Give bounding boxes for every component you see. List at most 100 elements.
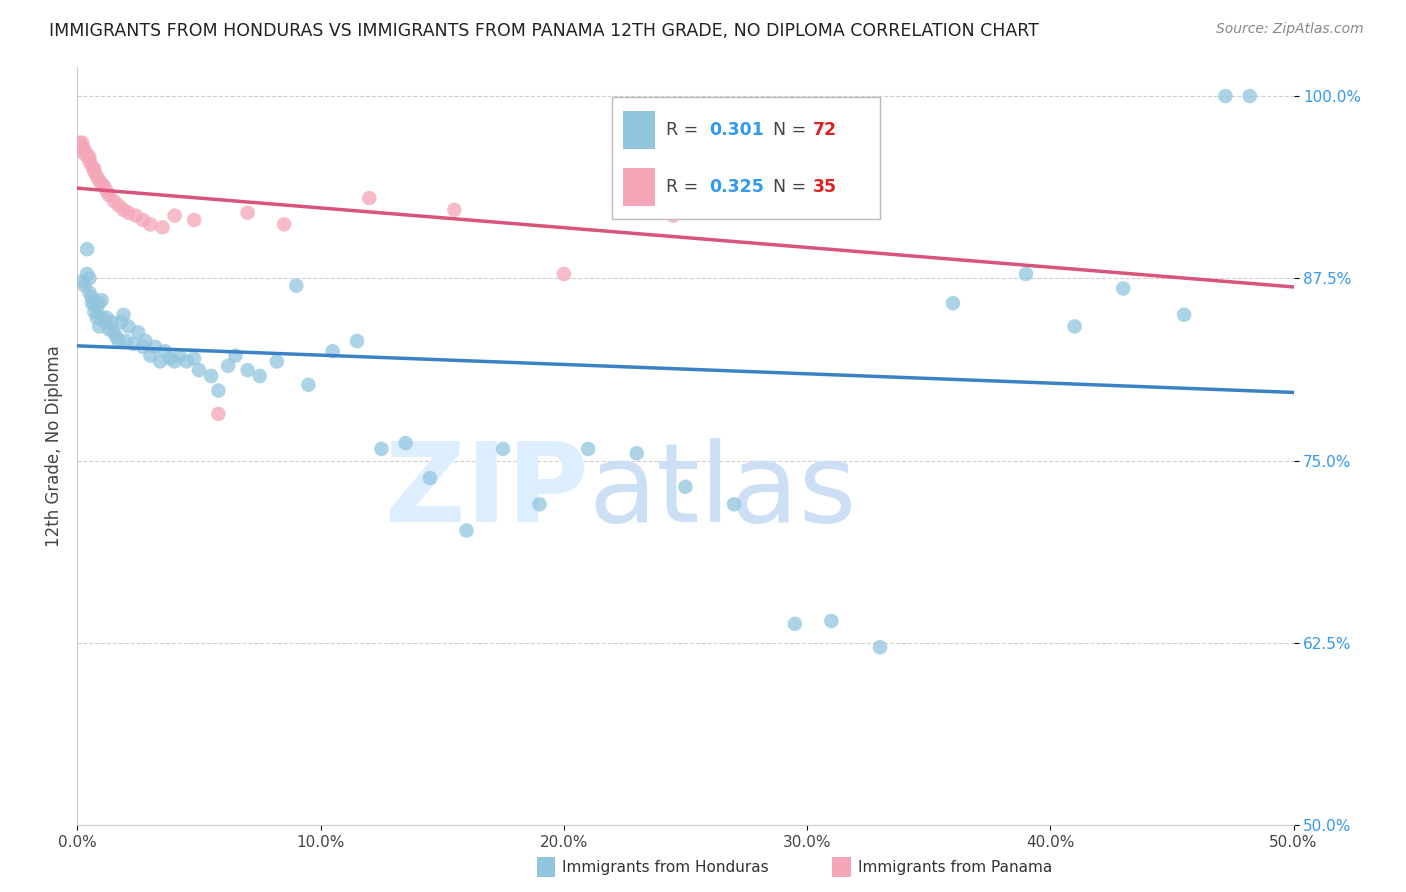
Point	[107, 198, 129, 212]
Point	[122, 337, 145, 351]
Text: IMMIGRANTS FROM HONDURAS VS IMMIGRANTS FROM PANAMA 12TH GRADE, NO DIPLOMA CORREL: IMMIGRANTS FROM HONDURAS VS IMMIGRANTS F…	[49, 22, 1039, 40]
Point	[456, 524, 478, 538]
Point	[83, 296, 105, 310]
Point	[90, 177, 112, 191]
Point	[90, 310, 112, 325]
Text: Immigrants from Panama: Immigrants from Panama	[858, 860, 1052, 874]
Point	[419, 471, 441, 485]
Point	[96, 310, 118, 325]
Point	[103, 194, 125, 208]
Point	[1173, 308, 1195, 322]
Point	[285, 278, 308, 293]
Point	[132, 340, 155, 354]
Point	[1239, 89, 1261, 103]
Point	[266, 354, 288, 368]
Text: Source: ZipAtlas.com: Source: ZipAtlas.com	[1216, 22, 1364, 37]
Point	[125, 209, 148, 223]
Point	[89, 319, 111, 334]
Point	[322, 344, 344, 359]
Point	[76, 242, 98, 256]
Point	[90, 293, 112, 308]
Point	[86, 301, 108, 315]
Point	[132, 213, 155, 227]
FancyBboxPatch shape	[623, 168, 655, 206]
Point	[105, 329, 128, 343]
Point	[443, 202, 465, 217]
Point	[759, 165, 782, 179]
Point	[207, 384, 229, 398]
Text: 72: 72	[813, 121, 837, 139]
FancyBboxPatch shape	[623, 111, 655, 149]
Point	[96, 184, 118, 198]
Text: N =: N =	[773, 121, 811, 139]
Point	[93, 179, 115, 194]
Point	[112, 308, 135, 322]
Point	[249, 369, 271, 384]
Point	[576, 442, 599, 456]
Point	[553, 267, 575, 281]
Point	[117, 205, 139, 219]
Point	[297, 377, 319, 392]
Point	[80, 290, 103, 304]
Point	[207, 407, 229, 421]
Point	[153, 344, 176, 359]
Point	[83, 161, 105, 176]
Point	[73, 278, 96, 293]
Point	[112, 202, 135, 217]
Point	[942, 296, 965, 310]
Point	[236, 363, 259, 377]
Point	[93, 315, 115, 329]
Point	[492, 442, 515, 456]
Point	[79, 150, 101, 164]
Point	[869, 640, 891, 655]
Point	[79, 285, 101, 300]
Text: N =: N =	[773, 178, 811, 196]
Point	[370, 442, 392, 456]
Point	[149, 354, 172, 368]
Point	[359, 191, 381, 205]
Point	[83, 305, 105, 319]
Text: Immigrants from Honduras: Immigrants from Honduras	[562, 860, 769, 874]
Point	[107, 334, 129, 348]
Point	[346, 334, 368, 348]
Point	[80, 296, 103, 310]
Point	[1015, 267, 1038, 281]
Point	[169, 349, 191, 363]
Point	[395, 436, 418, 450]
Point	[79, 154, 101, 169]
Point	[626, 446, 648, 460]
Point	[200, 369, 222, 384]
Point	[159, 351, 181, 366]
Point	[675, 480, 697, 494]
Point	[86, 310, 108, 325]
Point	[236, 205, 259, 219]
Point	[1215, 89, 1237, 103]
Point	[73, 147, 96, 161]
Point	[224, 349, 246, 363]
Point	[110, 315, 132, 329]
Point	[83, 165, 105, 179]
Y-axis label: 12th Grade, No Diploma: 12th Grade, No Diploma	[45, 345, 63, 547]
Point	[183, 351, 205, 366]
Point	[143, 340, 166, 354]
Point	[152, 220, 174, 235]
Point	[70, 136, 93, 150]
Point	[70, 140, 93, 154]
Point	[529, 497, 551, 511]
Point	[183, 213, 205, 227]
Point	[176, 354, 198, 368]
Point	[134, 334, 156, 348]
Point	[1112, 281, 1135, 295]
Text: ZIP: ZIP	[385, 438, 588, 545]
Point	[163, 209, 186, 223]
Text: 35: 35	[813, 178, 837, 196]
Point	[1063, 319, 1085, 334]
Point	[73, 143, 96, 157]
Point	[80, 159, 103, 173]
Point	[70, 274, 93, 288]
Point	[273, 218, 295, 232]
Point	[97, 188, 120, 202]
Point	[103, 325, 125, 339]
Point	[76, 147, 98, 161]
Point	[97, 322, 120, 336]
